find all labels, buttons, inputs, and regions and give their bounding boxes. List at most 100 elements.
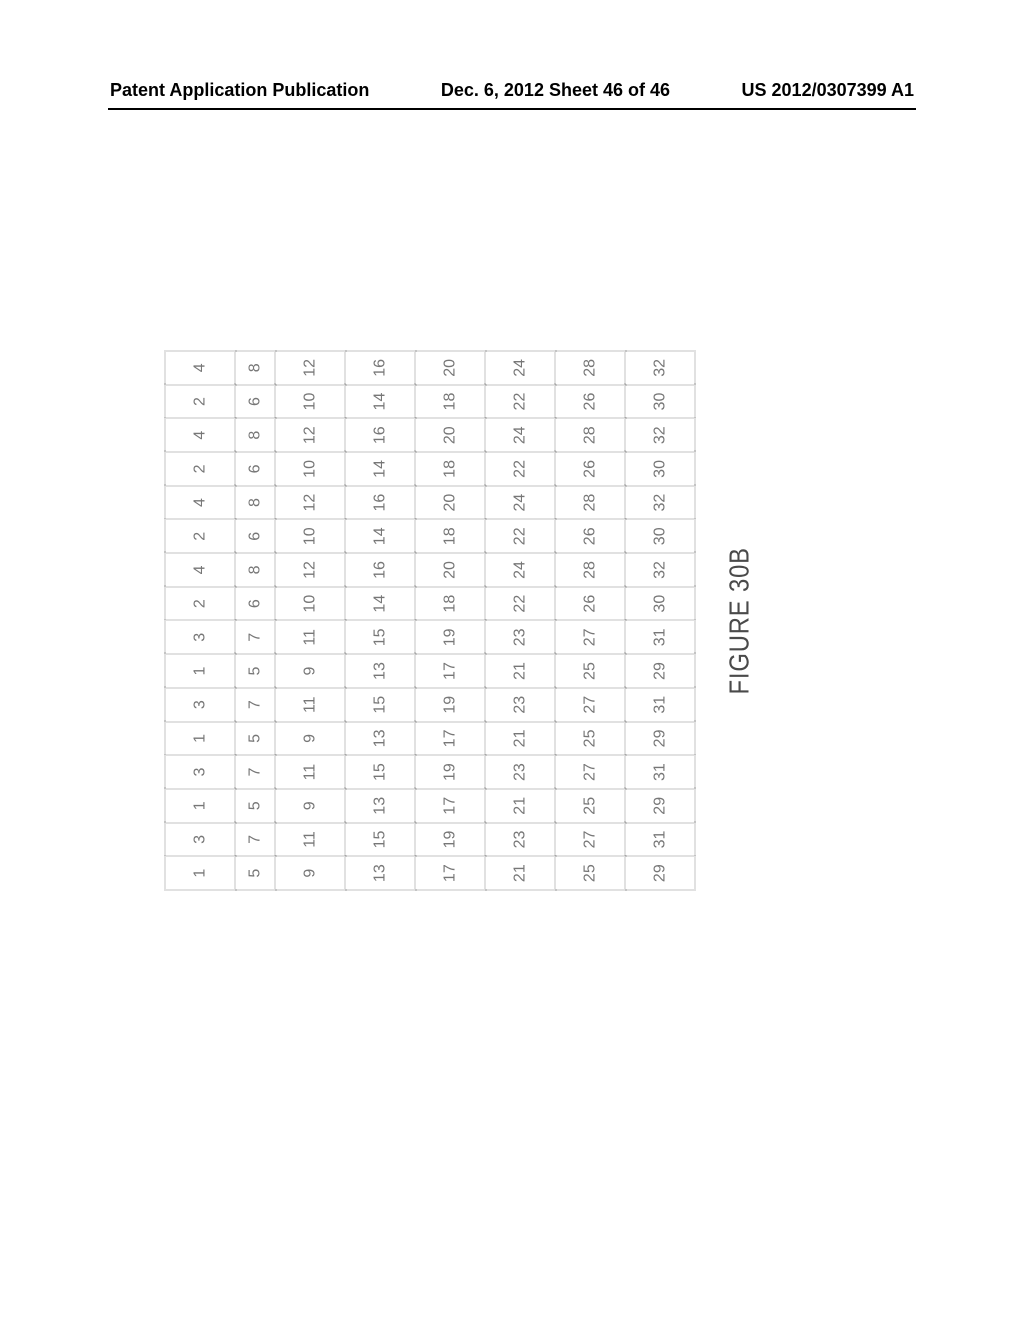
table-cell: 6 (235, 384, 275, 418)
table-cell: 21 (485, 856, 555, 890)
table-cell: 22 (485, 452, 555, 486)
table-cell: 17 (415, 856, 485, 890)
table-cell: 4 (165, 418, 235, 452)
table-cell: 27 (555, 620, 625, 654)
figure-area: 1313131324242424575757576868686891191191… (190, 150, 730, 1090)
table-cell: 18 (415, 452, 485, 486)
table-cell: 5 (235, 654, 275, 688)
table-cell: 20 (415, 351, 485, 385)
table-cell: 30 (625, 519, 695, 553)
table-cell: 11 (275, 822, 345, 856)
table-cell: 7 (235, 822, 275, 856)
table-cell: 29 (625, 856, 695, 890)
table-cell: 10 (275, 452, 345, 486)
table-cell: 22 (485, 586, 555, 620)
table-cell: 14 (345, 586, 415, 620)
table-cell: 15 (345, 620, 415, 654)
table-cell: 27 (555, 755, 625, 789)
table-cell: 5 (235, 788, 275, 822)
table-cell: 10 (275, 586, 345, 620)
table-cell: 13 (345, 721, 415, 755)
table-cell: 21 (485, 721, 555, 755)
table-cell: 15 (345, 755, 415, 789)
table-cell: 24 (485, 418, 555, 452)
table-cell: 29 (625, 788, 695, 822)
table-cell: 30 (625, 452, 695, 486)
table-cell: 8 (235, 351, 275, 385)
table-cell: 4 (165, 351, 235, 385)
table-cell: 12 (275, 485, 345, 519)
table-cell: 3 (165, 687, 235, 721)
table-cell: 19 (415, 822, 485, 856)
table-cell: 26 (555, 384, 625, 418)
table-cell: 18 (415, 519, 485, 553)
table-cell: 16 (345, 485, 415, 519)
table-cell: 20 (415, 485, 485, 519)
table-cell: 30 (625, 586, 695, 620)
table-cell: 2 (165, 452, 235, 486)
table-cell: 27 (555, 687, 625, 721)
table-cell: 32 (625, 351, 695, 385)
table-cell: 10 (275, 519, 345, 553)
table-cell: 28 (555, 418, 625, 452)
table-cell: 14 (345, 384, 415, 418)
table-cell: 8 (235, 418, 275, 452)
table-row: 17191719171917191820182018201820 (415, 351, 485, 890)
table-cell: 4 (165, 553, 235, 587)
table-cell: 13 (345, 856, 415, 890)
table-cell: 3 (165, 755, 235, 789)
table-row: 9119119119111012101210121012 (275, 351, 345, 890)
figure-caption: FIGURE 30B (724, 546, 756, 693)
table-cell: 19 (415, 620, 485, 654)
table-cell: 32 (625, 553, 695, 587)
table-cell: 15 (345, 687, 415, 721)
table-cell: 12 (275, 553, 345, 587)
table-cell: 9 (275, 788, 345, 822)
table-cell: 22 (485, 519, 555, 553)
table-cell: 9 (275, 856, 345, 890)
table-cell: 31 (625, 755, 695, 789)
table-cell: 31 (625, 620, 695, 654)
table-cell: 6 (235, 452, 275, 486)
table-cell: 1 (165, 788, 235, 822)
table-cell: 14 (345, 452, 415, 486)
table-cell: 15 (345, 822, 415, 856)
figure-inner: 1313131324242424575757576868686891191191… (165, 350, 756, 890)
table-cell: 1 (165, 721, 235, 755)
table-cell: 12 (275, 418, 345, 452)
table-cell: 24 (485, 351, 555, 385)
table-cell: 8 (235, 553, 275, 587)
header-rule (108, 108, 916, 110)
table-cell: 19 (415, 687, 485, 721)
data-table: 1313131324242424575757576868686891191191… (165, 350, 696, 890)
table-row: 5757575768686868 (235, 351, 275, 890)
table-cell: 23 (485, 687, 555, 721)
table-cell: 25 (555, 721, 625, 755)
table-cell: 26 (555, 519, 625, 553)
table-cell: 29 (625, 654, 695, 688)
table-cell: 11 (275, 755, 345, 789)
table-cell: 16 (345, 553, 415, 587)
table-body: 1313131324242424575757576868686891191191… (165, 351, 695, 890)
table-cell: 16 (345, 351, 415, 385)
table-cell: 18 (415, 384, 485, 418)
table-cell: 24 (485, 485, 555, 519)
table-cell: 31 (625, 822, 695, 856)
table-cell: 22 (485, 384, 555, 418)
table-cell: 29 (625, 721, 695, 755)
table-cell: 27 (555, 822, 625, 856)
table-cell: 25 (555, 788, 625, 822)
table-cell: 6 (235, 519, 275, 553)
table-cell: 1 (165, 654, 235, 688)
table-cell: 19 (415, 755, 485, 789)
table-cell: 31 (625, 687, 695, 721)
header-left: Patent Application Publication (110, 80, 369, 101)
table-cell: 2 (165, 586, 235, 620)
table-cell: 5 (235, 721, 275, 755)
table-cell: 24 (485, 553, 555, 587)
table-cell: 20 (415, 553, 485, 587)
table-cell: 28 (555, 553, 625, 587)
table-cell: 17 (415, 654, 485, 688)
table-row: 21232123212321232224222422242224 (485, 351, 555, 890)
table-cell: 10 (275, 384, 345, 418)
